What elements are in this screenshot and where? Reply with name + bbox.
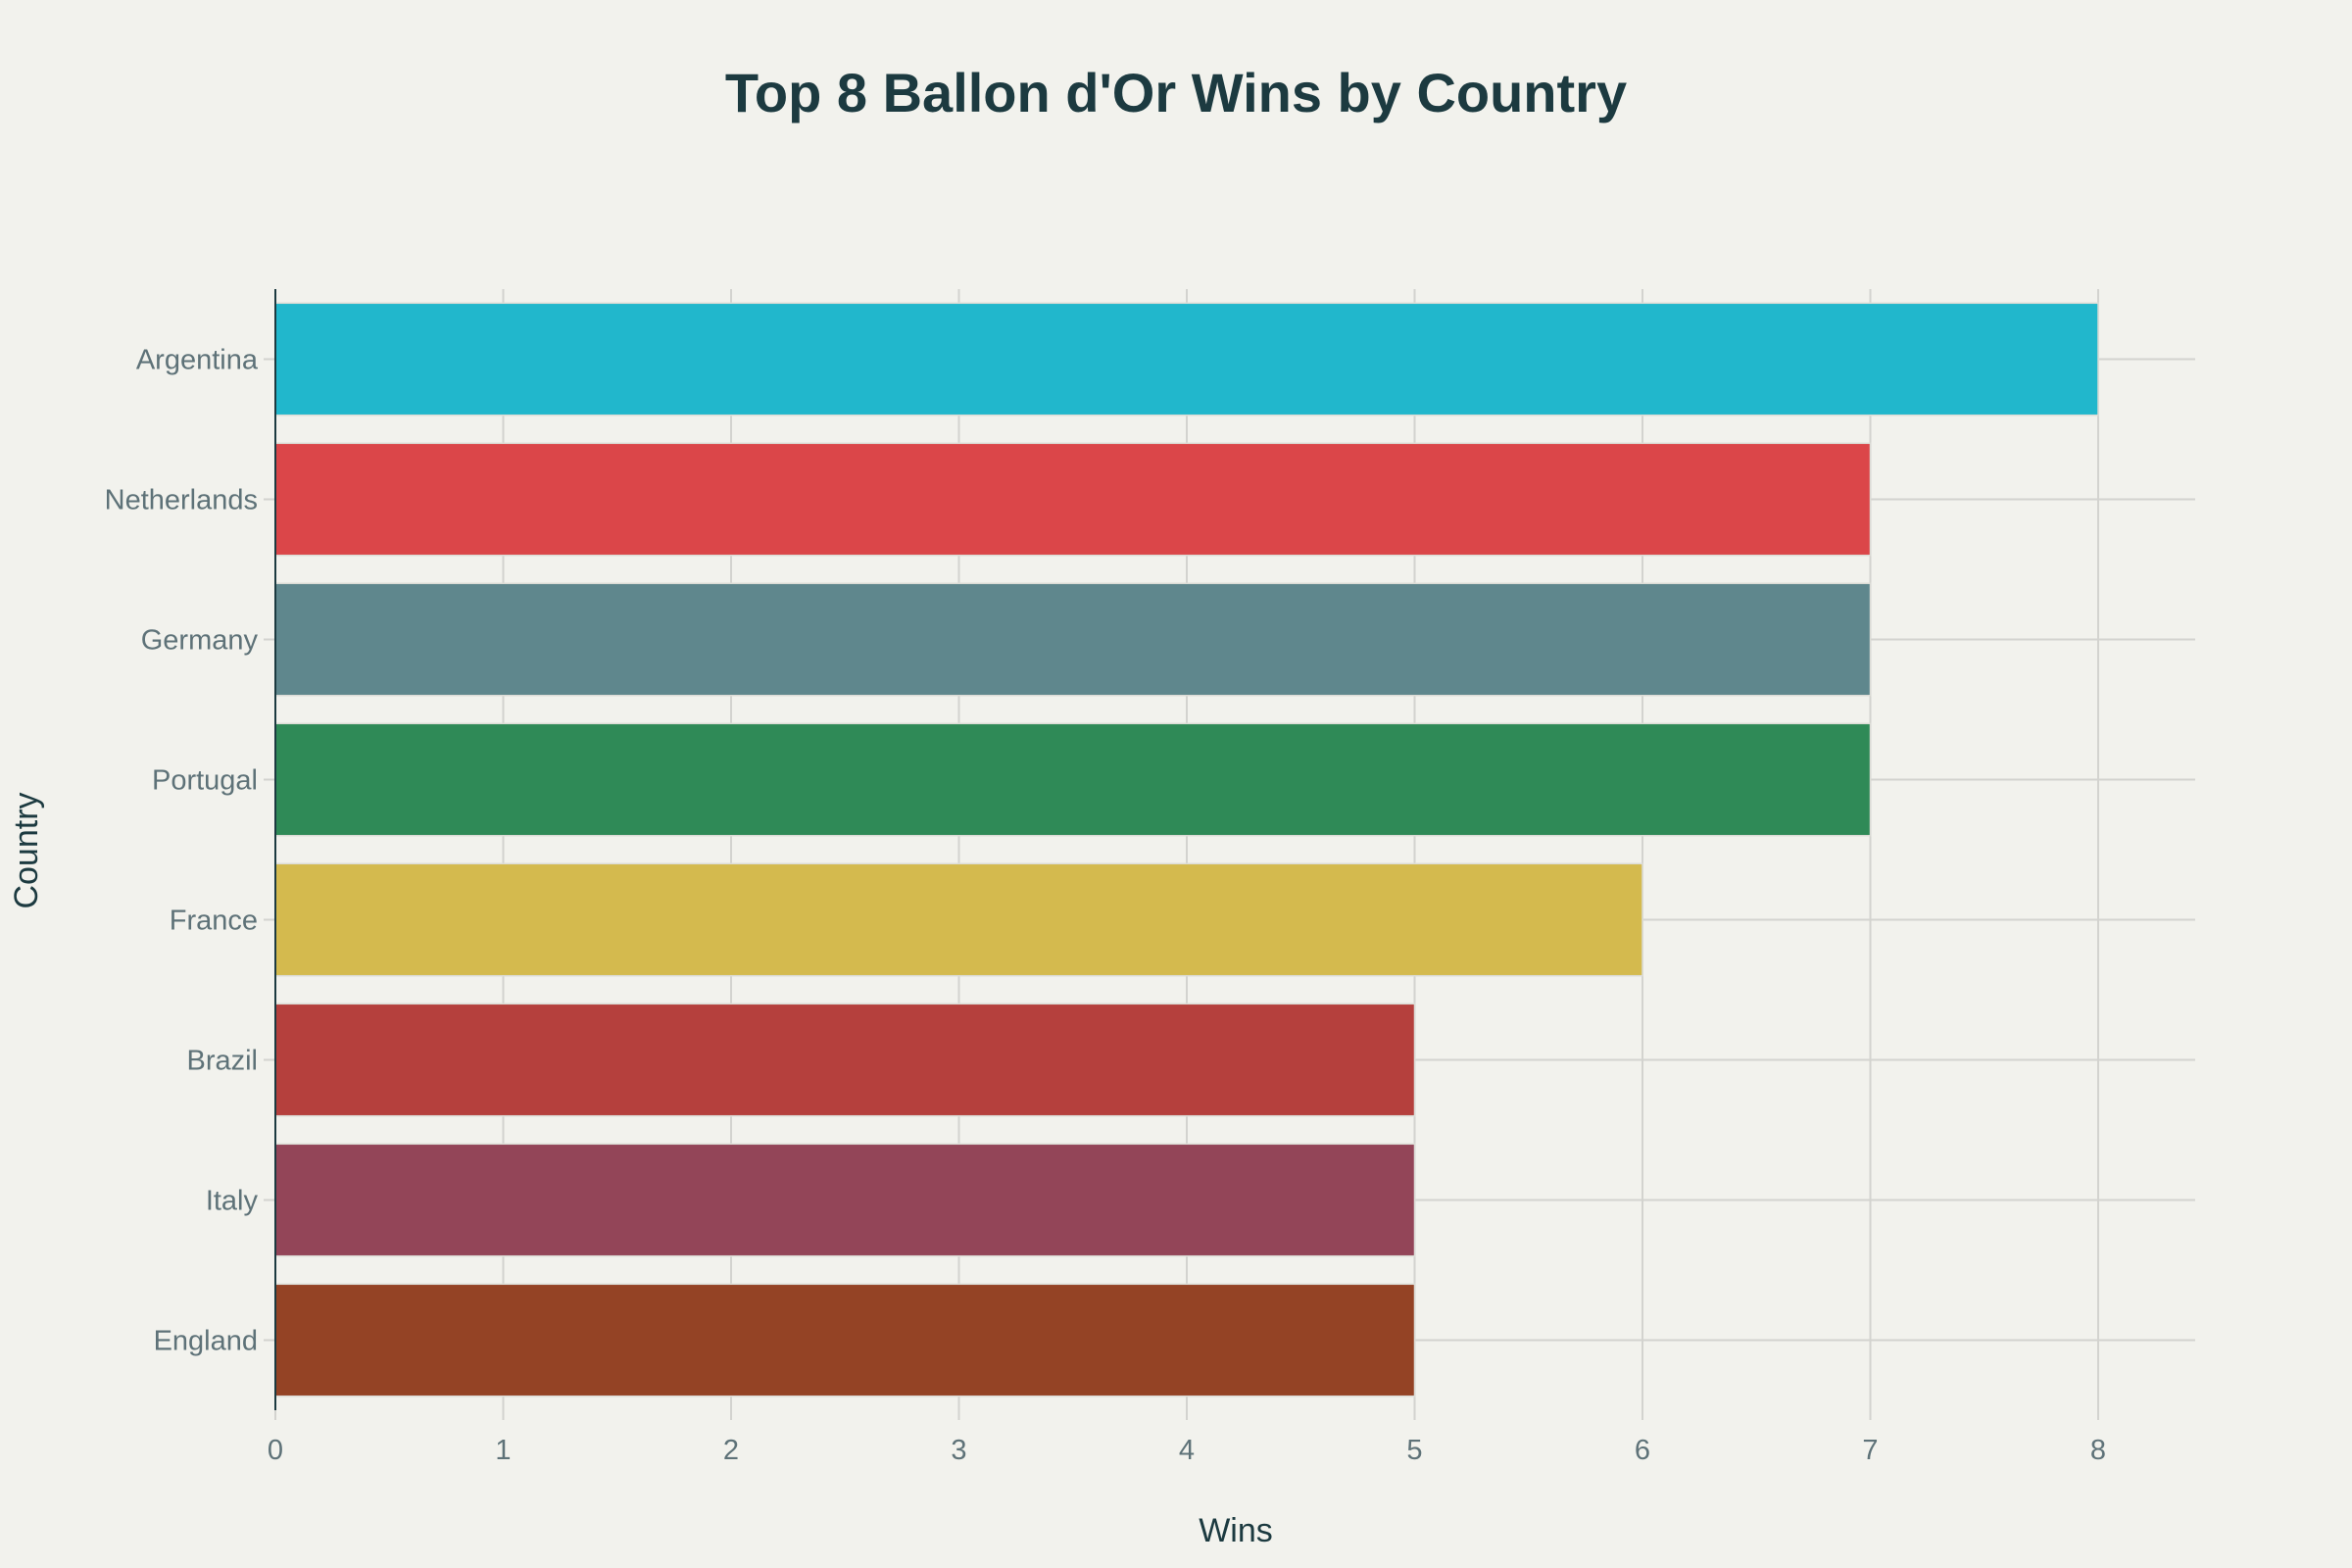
bar-argentina (274, 302, 2099, 416)
y-tick-label: Italy (206, 1186, 259, 1217)
x-tick-label: 0 (268, 1435, 283, 1466)
x-tick-label: 1 (495, 1435, 511, 1466)
x-tick-label: 3 (951, 1435, 966, 1466)
bar-portugal (274, 722, 1872, 837)
bar-italy (274, 1143, 1416, 1257)
y-tick-label: Argentina (136, 345, 259, 376)
y-axis-title: Country (8, 792, 45, 908)
bar-netherlands (274, 442, 1872, 557)
bar-germany (274, 582, 1872, 697)
bar-france (274, 862, 1643, 977)
x-tick-label: 5 (1406, 1435, 1422, 1466)
y-tick-label: Netherlands (105, 485, 258, 516)
x-tick-label: 2 (723, 1435, 739, 1466)
x-tick-label: 4 (1179, 1435, 1195, 1466)
bar-england (274, 1283, 1416, 1397)
x-axis-title: Wins (1199, 1512, 1273, 1549)
y-tick-label: England (154, 1326, 258, 1357)
x-tick-label: 6 (1635, 1435, 1650, 1466)
x-tick-label: 8 (2090, 1435, 2106, 1466)
bar-brazil (274, 1003, 1416, 1117)
y-tick-label: Brazil (186, 1046, 258, 1077)
y-tick-label: Germany (141, 625, 259, 657)
chart-title: Top 8 Ballon d'Or Wins by Country (724, 62, 1628, 123)
y-tick-label: France (170, 906, 258, 937)
y-tick-label: Portugal (152, 765, 258, 797)
x-tick-label: 7 (1862, 1435, 1878, 1466)
